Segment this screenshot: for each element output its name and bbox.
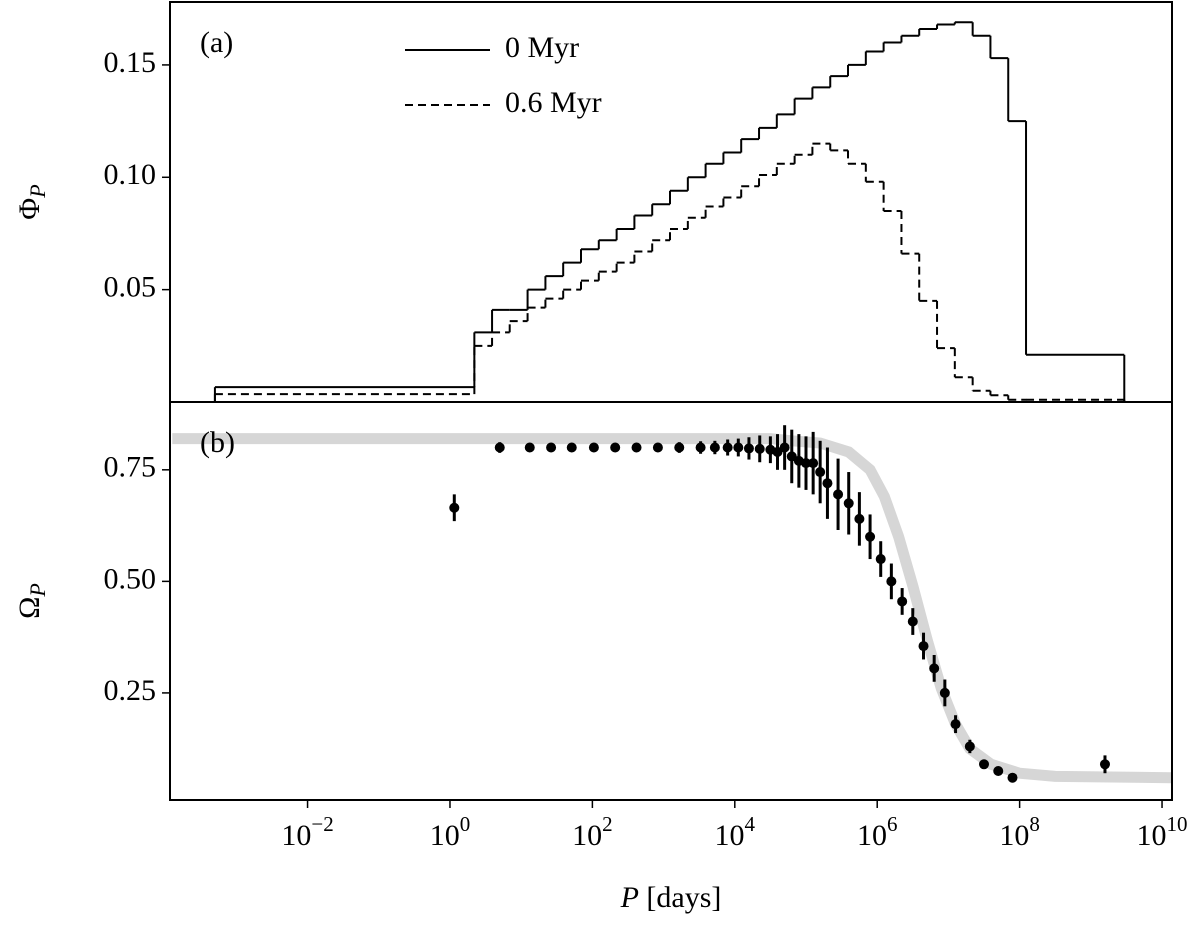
data-point xyxy=(610,442,621,453)
text-part: 10 xyxy=(999,819,1029,852)
data-point xyxy=(674,442,685,453)
x-tick-label: 102 xyxy=(572,812,613,852)
text-part: P xyxy=(25,184,50,198)
text-part: 2 xyxy=(602,812,613,836)
x-tick-label: 108 xyxy=(999,812,1040,852)
text-part: 10 xyxy=(715,819,745,852)
y-tick-label: 0.75 xyxy=(104,451,157,484)
text-part: 10 xyxy=(430,819,460,852)
plot-area xyxy=(172,425,1172,784)
data-point xyxy=(743,443,754,454)
x-tick-label: 1010 xyxy=(1137,812,1188,852)
data-point xyxy=(786,451,797,462)
text-part: P xyxy=(620,881,639,914)
data-point xyxy=(897,596,908,607)
data-point xyxy=(907,616,918,627)
axes-frame xyxy=(169,401,1173,801)
text-part: 8 xyxy=(1029,812,1040,836)
data-point xyxy=(772,446,783,457)
text-part: 10 xyxy=(1167,812,1188,836)
legend-label: 0.6 Myr xyxy=(505,86,602,119)
text-part: [days] xyxy=(639,881,721,914)
data-point xyxy=(652,442,663,453)
x-tick-label: 104 xyxy=(715,812,756,852)
y-axis-label: ΦP xyxy=(13,184,50,219)
plot-area xyxy=(213,21,1126,402)
panel-annotation: (a) xyxy=(200,26,233,59)
text-part: 10 xyxy=(857,819,887,852)
data-point xyxy=(939,687,950,698)
text-part: 10 xyxy=(281,819,311,852)
data-point xyxy=(588,442,599,453)
x-axis-label: P [days] xyxy=(620,881,722,914)
data-point xyxy=(964,741,975,752)
data-point xyxy=(886,576,897,587)
data-point xyxy=(993,765,1004,776)
data-point xyxy=(833,489,844,500)
data-point xyxy=(843,498,854,509)
axes-frame xyxy=(169,1,1173,403)
data-point xyxy=(754,443,765,454)
data-point xyxy=(566,442,577,453)
data-point xyxy=(801,458,812,469)
data-point xyxy=(822,478,833,489)
data-point xyxy=(709,442,720,453)
legend-label: 0 Myr xyxy=(505,31,579,64)
data-point xyxy=(449,502,460,513)
panel-annotation: (b) xyxy=(200,426,235,459)
data-point xyxy=(631,442,642,453)
y-tick-label: 0.15 xyxy=(104,46,157,79)
data-point xyxy=(733,442,744,453)
data-point xyxy=(950,719,961,730)
text-part: 10 xyxy=(572,819,602,852)
data-point xyxy=(815,467,826,478)
data-point xyxy=(854,513,865,524)
text-part: P xyxy=(25,583,50,597)
data-point xyxy=(494,442,505,453)
data-point xyxy=(524,442,535,453)
x-tick-label: 106 xyxy=(857,812,898,852)
text-part: 10 xyxy=(1137,819,1167,852)
data-point xyxy=(1099,759,1110,770)
data-point xyxy=(929,663,940,674)
y-tick-label: 0.05 xyxy=(104,271,157,304)
text-part: −2 xyxy=(311,812,333,836)
data-point xyxy=(808,458,819,469)
data-point xyxy=(546,442,557,453)
data-point xyxy=(918,641,929,652)
y-axis-label: ΩP xyxy=(13,583,50,619)
text-part: Ω xyxy=(13,597,46,619)
text-part: 0 xyxy=(460,812,471,836)
text-part: Φ xyxy=(13,198,46,220)
data-point xyxy=(1007,772,1018,783)
text-part: 6 xyxy=(887,812,898,836)
y-tick-label: 0.50 xyxy=(104,562,157,595)
y-tick-label: 0.10 xyxy=(104,158,157,191)
data-point xyxy=(979,759,990,770)
data-point xyxy=(865,531,876,542)
data-point xyxy=(722,442,733,453)
data-point xyxy=(779,442,790,453)
fit-curve xyxy=(172,433,1172,784)
text-part: 4 xyxy=(745,812,756,836)
y-tick-label: 0.25 xyxy=(104,674,157,707)
data-point xyxy=(875,554,886,565)
data-point xyxy=(695,442,706,453)
x-tick-label: 100 xyxy=(430,812,471,852)
x-tick-label: 10−2 xyxy=(281,812,333,852)
